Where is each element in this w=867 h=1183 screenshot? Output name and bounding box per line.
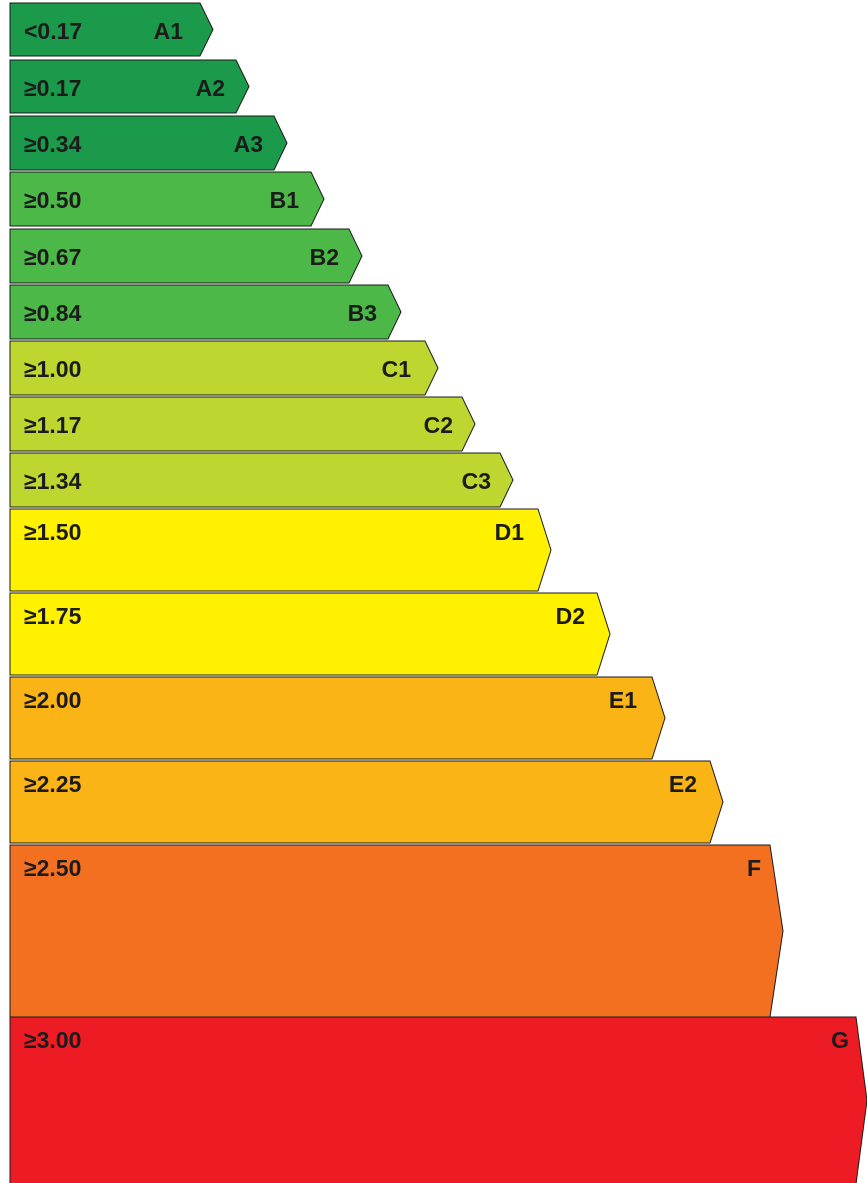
band-arrow-shape: [9, 284, 402, 340]
band-threshold-label: ≥3.00: [24, 1027, 81, 1053]
band-grade-label: E2: [669, 771, 697, 797]
band-threshold-label: ≥1.50: [24, 519, 81, 545]
band-threshold-label: ≥1.17: [24, 412, 81, 438]
band-arrow-shape: [9, 115, 288, 171]
band-grade-label: A2: [196, 75, 225, 101]
band-arrow-shape: [9, 592, 611, 676]
band-grade-label: C2: [424, 412, 453, 438]
band-threshold-label: ≥0.34: [24, 131, 82, 157]
rating-band-d1: ≥1.50 D1: [9, 508, 552, 592]
band-arrow-shape: [9, 508, 552, 592]
band-arrow-shape: [9, 396, 476, 452]
rating-band-c2: ≥1.17 C2: [9, 396, 476, 452]
band-grade-label: G: [831, 1027, 849, 1053]
band-threshold-label: ≥2.50: [24, 855, 81, 881]
rating-band-a1: <0.17 A1: [9, 2, 214, 57]
band-threshold-label: <0.17: [24, 18, 82, 44]
band-grade-label: B1: [270, 187, 300, 213]
band-threshold-label: ≥1.00: [24, 356, 81, 382]
band-threshold-label: ≥1.75: [24, 603, 82, 629]
rating-band-b3: ≥0.84 B3: [9, 284, 402, 340]
band-threshold-label: ≥0.50: [24, 187, 81, 213]
band-arrow-shape: [9, 228, 363, 284]
band-arrow-shape: [9, 676, 666, 760]
band-grade-label: C1: [382, 356, 412, 382]
band-arrow-shape: [9, 340, 439, 396]
band-grade-label: A3: [234, 131, 263, 157]
rating-band-b1: ≥0.50 B1: [9, 171, 325, 227]
band-threshold-label: ≥0.84: [24, 300, 82, 326]
band-threshold-label: ≥0.67: [24, 244, 81, 270]
rating-band-f: ≥2.50 F: [9, 844, 784, 1018]
band-threshold-label: ≥1.34: [24, 468, 82, 494]
band-threshold-label: ≥0.17: [24, 75, 81, 101]
band-threshold-label: ≥2.25: [24, 771, 82, 797]
band-grade-label: D1: [495, 519, 525, 545]
band-grade-label: F: [747, 855, 761, 881]
rating-band-b2: ≥0.67 B2: [9, 228, 363, 284]
band-grade-label: B2: [310, 244, 339, 270]
band-threshold-label: ≥2.00: [24, 687, 81, 713]
band-grade-label: C3: [462, 468, 491, 494]
rating-band-g: ≥3.00 G: [9, 1016, 867, 1183]
band-grade-label: B3: [348, 300, 377, 326]
band-grade-label: D2: [556, 603, 585, 629]
rating-band-c1: ≥1.00 C1: [9, 340, 439, 396]
rating-band-a2: ≥0.17 A2: [9, 59, 250, 114]
rating-band-e1: ≥2.00 E1: [9, 676, 666, 760]
band-grade-label: E1: [609, 687, 637, 713]
rating-band-c3: ≥1.34 C3: [9, 452, 514, 508]
band-arrow-shape: [9, 2, 214, 57]
band-arrow-shape: [9, 59, 250, 114]
rating-band-e2: ≥2.25 E2: [9, 760, 724, 844]
band-arrow-shape: [9, 1016, 867, 1183]
band-arrow-shape: [9, 760, 724, 844]
band-arrow-shape: [9, 844, 784, 1018]
band-grade-label: A1: [154, 18, 184, 44]
band-arrow-shape: [9, 452, 514, 508]
band-arrow-shape: [9, 171, 325, 227]
rating-band-d2: ≥1.75 D2: [9, 592, 611, 676]
rating-band-a3: ≥0.34 A3: [9, 115, 288, 171]
